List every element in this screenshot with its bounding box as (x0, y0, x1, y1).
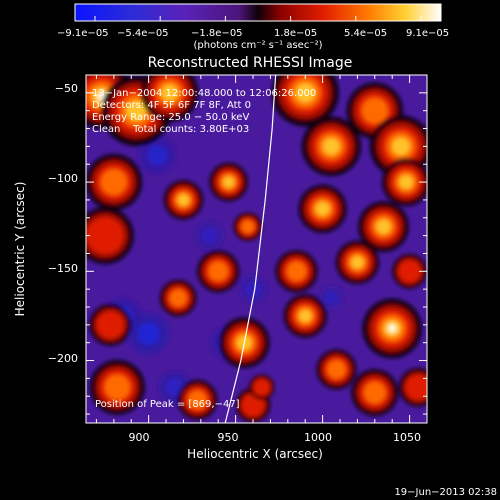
emission-blob-18-layer-4 (322, 137, 340, 155)
emission-blob-13-layer-3 (188, 390, 207, 410)
annotation-energy-range: Energy Range: 25.0 − 50.0 keV (92, 112, 249, 123)
emission-blob-25-layer-4 (298, 309, 312, 323)
x-axis-label: Heliocentric X (arcsec) (187, 447, 323, 461)
heatmap-area (86, 75, 427, 423)
chart-title: Reconstructed RHESSI Image (148, 55, 353, 71)
emission-blob-17-layer-3 (361, 97, 388, 124)
emission-blob-8-layer-4 (223, 176, 235, 188)
y-tick-label-150: −150 (48, 262, 78, 275)
emission-blob-7-layer-4 (177, 194, 190, 206)
colorbar-units: (photons cm⁻² s⁻¹ asec⁻²) (193, 40, 322, 51)
emission-blob-21-layer-4 (376, 219, 391, 234)
emission-blob-26-layer-5 (387, 324, 397, 333)
emission-blob-24-layer-3 (286, 261, 307, 282)
emission-blob-5-layer-2 (96, 311, 124, 339)
emission-blob-14-layer-2 (241, 394, 265, 417)
emission-blob-10-layer-3 (208, 261, 228, 282)
negative-emission-core-4 (201, 227, 218, 244)
x-tick-label-900: 900 (129, 431, 150, 444)
colorbar-tick-label-5: 9.1e−05 (406, 28, 449, 39)
emission-blob-2-layer-4 (161, 84, 178, 102)
y-tick-label-100: −100 (48, 172, 78, 185)
emission-blob-11-layer-3 (169, 289, 187, 307)
emission-blob-19-layer-4 (391, 137, 410, 156)
emission-blob-4-layer-2 (86, 217, 124, 254)
negative-emission-core-0 (147, 145, 168, 166)
emission-blob-9-layer-3 (241, 220, 255, 234)
x-tick-label-1050: 1050 (393, 431, 421, 444)
colorbar-ticks (94, 16, 422, 21)
emission-blob-20-layer-4 (315, 201, 330, 216)
negative-emission-core-7 (324, 291, 339, 305)
emission-blob-22-layer-4 (399, 175, 414, 190)
emission-blob-3-layer-3 (100, 169, 127, 196)
colorbar-tick-label-2: −1.8e−05 (191, 28, 243, 39)
emission-blob-23-layer-4 (351, 256, 364, 269)
negative-emission-core-1 (137, 322, 160, 346)
colorbar-frame (74, 3, 442, 22)
colorbar-tick-label-4: 5.4e−05 (344, 28, 387, 39)
y-tick-label-200: −200 (48, 352, 78, 365)
emission-blob-1-layer-4 (126, 100, 147, 121)
emission-blob-6-layer-3 (104, 374, 130, 400)
x-tick-label-1000: 1000 (304, 431, 332, 444)
plot-frame (85, 74, 428, 424)
emission-blob-16-layer-4 (295, 83, 315, 103)
solar-limb (224, 75, 277, 423)
colorbar-tick-label-3: 1.8e−05 (274, 28, 317, 39)
colorbar-tick-label-0: −9.1e−05 (57, 28, 109, 39)
x-tick-label-950: 950 (218, 431, 239, 444)
annotation-clean-counts: Clean Total counts: 3.80E+03 (92, 124, 249, 135)
peak-position-label: Position of Peak = [869,−47] (95, 399, 240, 410)
annotation-time-range: 13−Jan−2004 12:00:48.000 to 12:06:26.000 (92, 88, 316, 99)
annotation-detectors: Detectors: 4F 5F 6F 7F 8F, Att 0 (92, 100, 251, 111)
colorbar-tick-label-1: −5.4e−05 (117, 28, 169, 39)
colorbar (75, 4, 441, 21)
emission-blob-29-layer-2 (405, 374, 427, 400)
negative-emission-core-6 (245, 281, 261, 298)
axis-ticks (86, 74, 428, 423)
y-axis-label: Heliocentric Y (arcsec) (13, 182, 27, 317)
render-timestamp: 19−Jun−2013 02:38 (394, 487, 497, 498)
emission-blob-30-layer-2 (398, 260, 421, 283)
y-tick-label-50: −50 (55, 82, 78, 95)
emission-blob-28-layer-3 (363, 381, 386, 404)
emission-blob-27-layer-3 (327, 360, 346, 379)
emission-blob-15-layer-2 (253, 379, 270, 396)
